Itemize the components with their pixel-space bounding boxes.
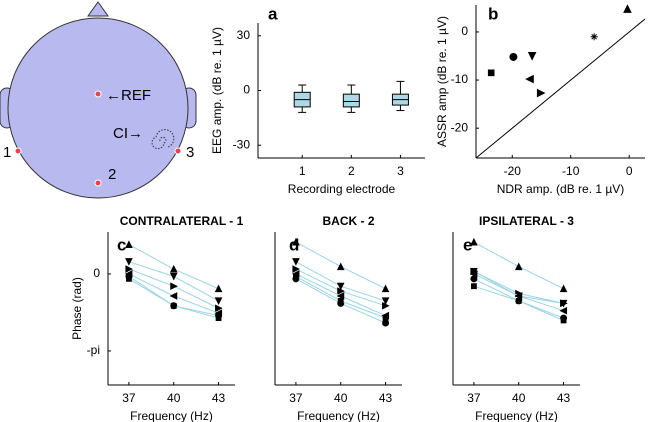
x-tick-label: 43 bbox=[379, 391, 393, 405]
electrode-label: 1 bbox=[3, 144, 11, 161]
panel-title: BACK - 2 bbox=[322, 214, 374, 228]
ci-spiral bbox=[151, 129, 175, 150]
panel-title: IPSILATERAL - 3 bbox=[479, 214, 574, 228]
panel-letter: a bbox=[268, 4, 278, 23]
ci-label: CI→ bbox=[113, 125, 143, 142]
x-axis-label: NDR amp. (dB re. 1 µV) bbox=[497, 182, 625, 196]
point bbox=[215, 304, 223, 313]
y-axis-label: ASSR amp (dB re. 1 µV) bbox=[435, 16, 449, 147]
x-tick-label: 1 bbox=[299, 164, 306, 178]
point bbox=[525, 74, 534, 84]
electrode-3 bbox=[174, 147, 182, 155]
point bbox=[125, 258, 133, 266]
y-tick-label: 30 bbox=[237, 28, 251, 42]
y-axis-label: EEG amp. (dB re. 1 µV) bbox=[210, 27, 224, 154]
point bbox=[169, 292, 178, 300]
y-tick-label: -30 bbox=[233, 137, 251, 151]
identity-line bbox=[475, 18, 646, 159]
electrode-ref bbox=[94, 90, 102, 98]
y-tick-label: -20 bbox=[451, 120, 469, 134]
point bbox=[381, 297, 390, 306]
point bbox=[293, 273, 299, 280]
point bbox=[559, 284, 568, 293]
box bbox=[342, 93, 360, 108]
point bbox=[514, 262, 523, 271]
point bbox=[536, 88, 546, 98]
head-diagram: ←REF CI→ 1 2 3 bbox=[0, 1, 197, 199]
point bbox=[126, 275, 132, 282]
point bbox=[170, 302, 177, 309]
y-axis-label: Phase (rad) bbox=[70, 277, 84, 340]
point bbox=[560, 299, 568, 308]
point bbox=[382, 301, 390, 310]
x-tick-label: -20 bbox=[504, 164, 522, 178]
x-tick-label: 43 bbox=[212, 391, 226, 405]
x-tick-label: 40 bbox=[167, 391, 181, 405]
point bbox=[623, 4, 632, 13]
x-tick-label: 40 bbox=[512, 391, 526, 405]
point bbox=[527, 52, 537, 61]
electrode-label: 3 bbox=[186, 144, 194, 161]
point bbox=[169, 264, 178, 273]
point bbox=[336, 282, 345, 291]
point bbox=[590, 33, 598, 41]
x-tick-label: 37 bbox=[467, 391, 481, 405]
electrode-1 bbox=[14, 147, 22, 155]
point bbox=[125, 240, 133, 249]
electrode-2 bbox=[94, 179, 102, 187]
panel-title: CONTRALATERAL - 1 bbox=[120, 214, 244, 228]
x-tick-label: -10 bbox=[562, 164, 580, 178]
point bbox=[170, 282, 178, 290]
y-tick-label: 0 bbox=[93, 266, 100, 280]
point bbox=[381, 284, 390, 293]
point bbox=[470, 275, 478, 283]
x-tick-label: 0 bbox=[626, 164, 633, 178]
point bbox=[215, 315, 222, 321]
point bbox=[515, 297, 522, 304]
point bbox=[382, 315, 389, 321]
x-tick-label: 2 bbox=[348, 164, 355, 178]
point bbox=[337, 287, 345, 295]
point bbox=[125, 265, 134, 273]
electrode-label: 2 bbox=[108, 166, 116, 183]
point bbox=[336, 262, 345, 271]
point bbox=[336, 292, 345, 300]
x-tick-label: 3 bbox=[397, 164, 404, 178]
point bbox=[214, 284, 223, 293]
point bbox=[214, 297, 223, 306]
point bbox=[471, 283, 477, 290]
panel-letter: c bbox=[117, 235, 126, 254]
nose bbox=[87, 1, 109, 17]
point bbox=[509, 52, 518, 61]
x-axis-label: Recording electrode bbox=[288, 182, 396, 196]
y-tick-label: 0 bbox=[461, 24, 468, 38]
point bbox=[470, 237, 478, 246]
x-tick-label: 40 bbox=[334, 391, 348, 405]
x-axis-label: Frequency (Hz) bbox=[130, 409, 213, 422]
y-tick-label: 0 bbox=[243, 83, 250, 97]
x-tick-label: 43 bbox=[557, 391, 571, 405]
point bbox=[292, 237, 300, 246]
y-tick-label: -10 bbox=[451, 72, 469, 86]
ref-label: ←REF bbox=[106, 87, 151, 104]
point bbox=[169, 272, 178, 281]
y-tick-label: -pi bbox=[87, 343, 100, 357]
point bbox=[292, 258, 300, 266]
point bbox=[559, 306, 568, 315]
x-axis-label: Frequency (Hz) bbox=[475, 409, 558, 422]
point bbox=[560, 317, 567, 324]
point bbox=[292, 265, 301, 273]
point bbox=[487, 69, 495, 77]
x-tick-label: 37 bbox=[122, 391, 136, 405]
head bbox=[7, 17, 189, 199]
panel-letter: b bbox=[488, 4, 498, 23]
x-axis-label: Frequency (Hz) bbox=[297, 409, 380, 422]
point bbox=[337, 297, 344, 304]
panel-letter: e bbox=[463, 235, 472, 254]
x-tick-label: 37 bbox=[289, 391, 303, 405]
